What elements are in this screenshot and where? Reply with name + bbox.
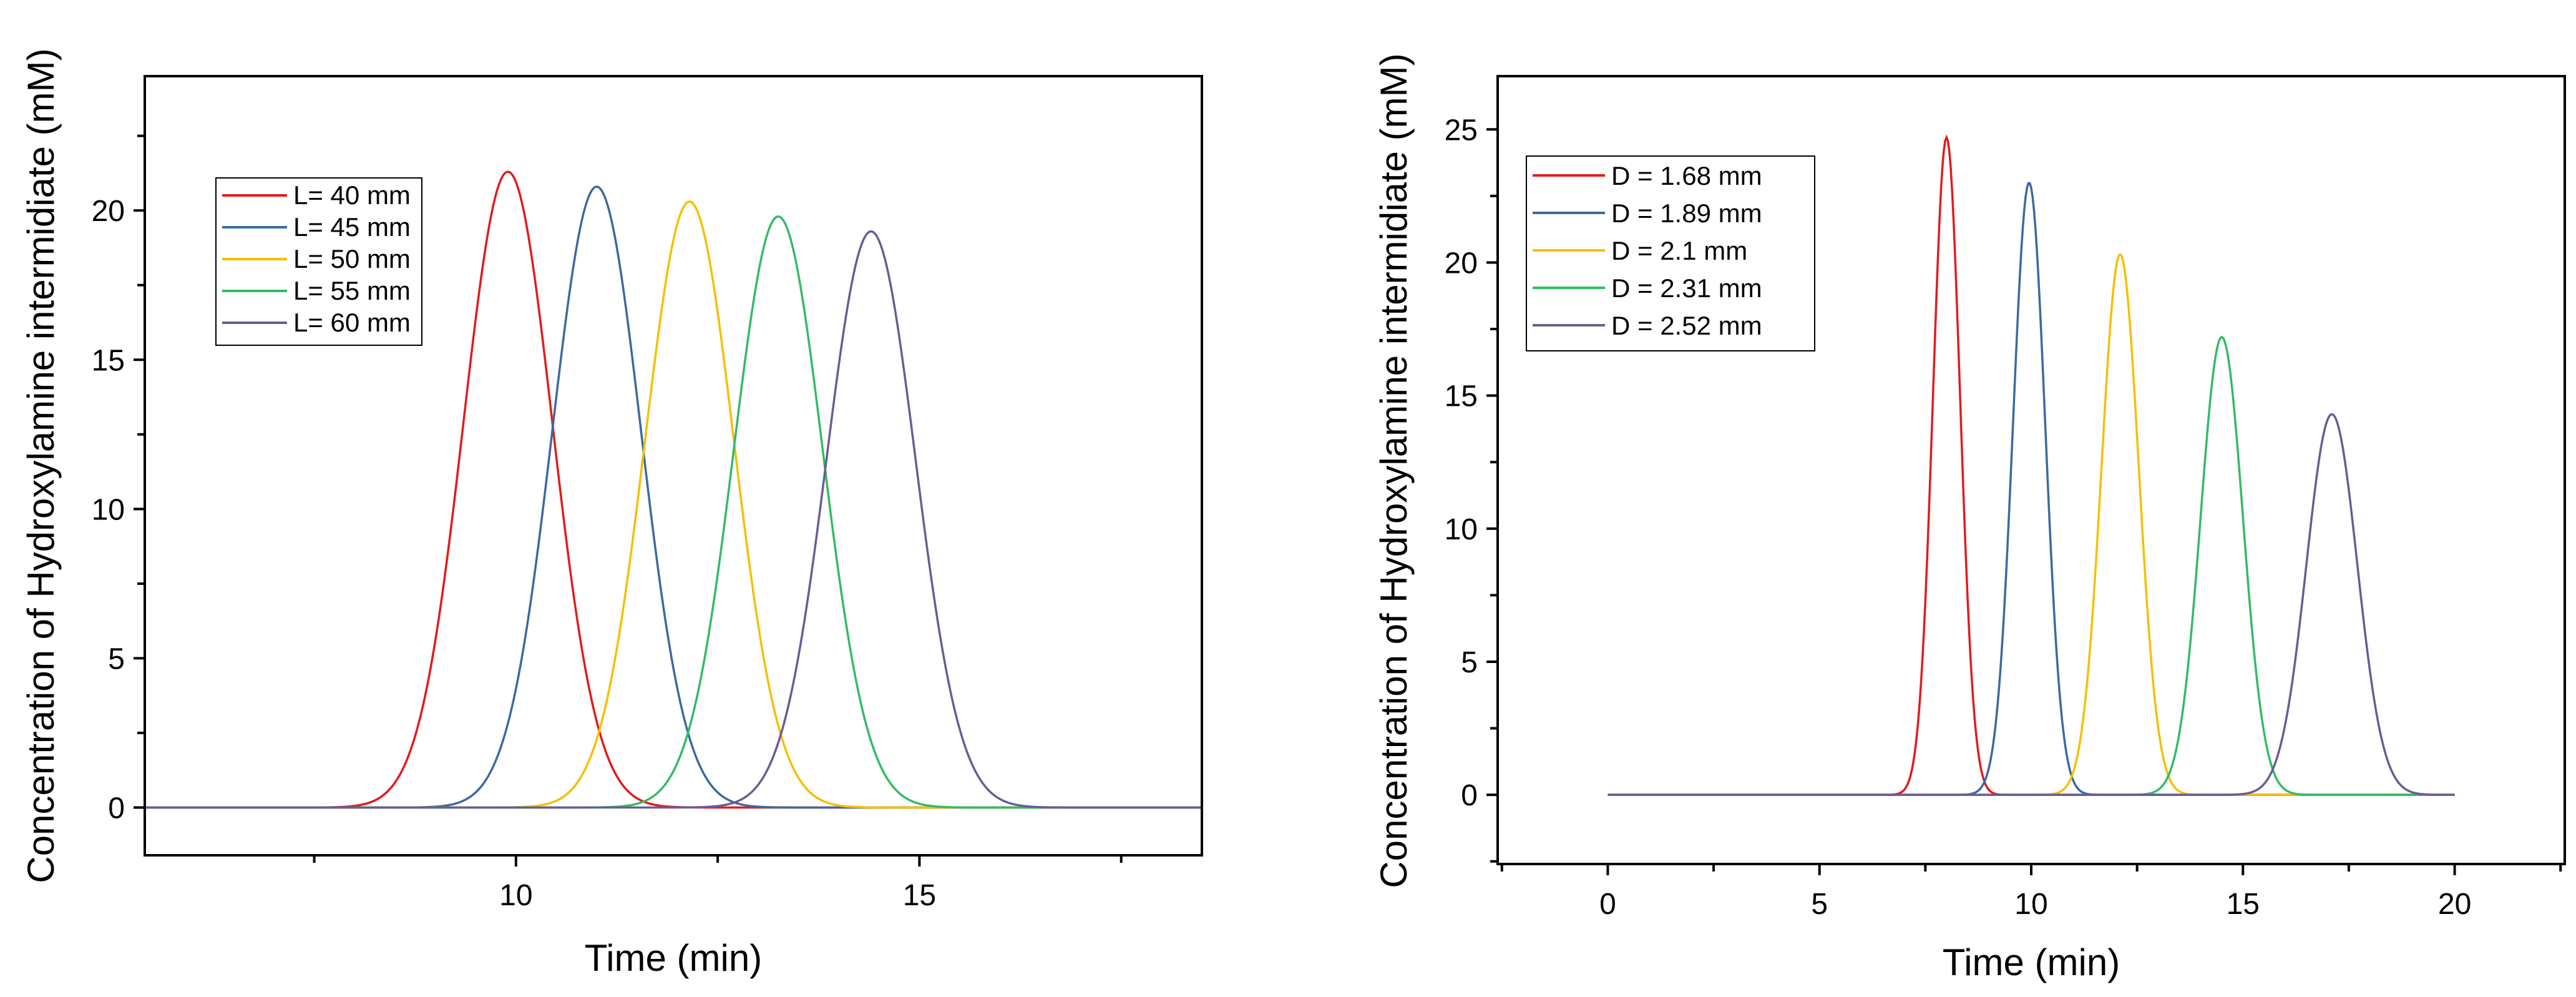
- chart-left-y-tick-label-5: 5: [108, 642, 125, 675]
- chart-right-curves: [1608, 134, 2455, 796]
- chart-right-x-axis-title: Time (min): [1943, 941, 2120, 983]
- chart-right-tick-labels: 0 5 10 15 20 0 5 10 15 20 25: [1445, 114, 2472, 921]
- chart-right-series-line-3: [1608, 335, 2455, 796]
- chart-left-y-axis-title: Concentration of Hydroxylamine intermidi…: [20, 48, 62, 883]
- chart-right-legend-entry-d252: D = 2.52 mm: [1533, 311, 1762, 340]
- chart-right-y-tick-label-25: 25: [1445, 114, 1478, 147]
- legend-label-d189: D = 1.89 mm: [1611, 199, 1762, 228]
- chart-right-legend: D = 1.68 mm D = 1.89 mm D = 2.1 mm D = 2…: [1526, 155, 1815, 351]
- chart-left-legend-entry-l60: L= 60 mm: [222, 308, 411, 337]
- chart-left-y-tick-label-0: 0: [108, 792, 125, 825]
- chart-right-y-tick-label-0: 0: [1461, 779, 1478, 812]
- chart-right-y-axis-title: Concentration of Hydroxylamine intermidi…: [1373, 53, 1415, 888]
- chart-left-legend-entry-l50: L= 50 mm: [222, 244, 411, 273]
- chart-left-legend-entry-l45: L= 45 mm: [222, 212, 411, 242]
- chart-left-ticks: [134, 134, 1123, 867]
- chart-right-x-tick-label-0: 0: [1599, 888, 1616, 921]
- chart-right-x-tick-label-10: 10: [2014, 888, 2047, 921]
- chart-right: 0 5 10 15 20 0 5 10 15 20 25 Time (min) Concentrat…: [1373, 53, 2566, 983]
- chart-left-tick-labels: 10 15 0 5 10 15 20: [92, 195, 936, 912]
- chart-right-series-line-4: [1608, 413, 2455, 796]
- chart-left-y-tick-label-10: 10: [92, 493, 125, 526]
- chart-right-legend-entry-d189: D = 1.89 mm: [1533, 199, 1762, 228]
- legend-label-d231: D = 2.31 mm: [1611, 273, 1762, 303]
- chart-left-legend-entry-l40: L= 40 mm: [222, 180, 411, 210]
- chart-right-y-tick-label-15: 15: [1445, 380, 1478, 413]
- chart-right-x-tick-label-15: 15: [2227, 888, 2260, 921]
- legend-label-d252: D = 2.52 mm: [1611, 311, 1762, 340]
- chart-left-x-tick-label-10: 10: [499, 879, 532, 912]
- chart-right-x-tick-label-20: 20: [2438, 888, 2471, 921]
- legend-label-l55: L= 55 mm: [293, 276, 411, 305]
- legend-label-d168: D = 1.68 mm: [1611, 161, 1762, 190]
- chart-right-legend-entry-d168: D = 1.68 mm: [1533, 161, 1762, 190]
- chart-left-x-tick-label-15: 15: [903, 879, 936, 912]
- chart-left-plot-frame: [144, 75, 1203, 857]
- chart-right-legend-box: [1526, 155, 1815, 351]
- legend-label-l40: L= 40 mm: [293, 180, 411, 210]
- chart-left-y-tick-label-20: 20: [92, 195, 125, 228]
- chart-right-x-tick-label-5: 5: [1811, 888, 1828, 921]
- legend-label-l60: L= 60 mm: [293, 308, 411, 337]
- legend-label-l50: L= 50 mm: [293, 244, 411, 273]
- legend-label-d21: D = 2.1 mm: [1611, 236, 1747, 265]
- chart-left-y-tick-label-15: 15: [92, 344, 125, 377]
- chart-right-legend-entry-d231: D = 2.31 mm: [1533, 273, 1762, 303]
- chart-left-x-axis-title: Time (min): [585, 937, 762, 979]
- chart-right-y-tick-label-20: 20: [1445, 247, 1478, 280]
- chart-left-legend-entry-l55: L= 55 mm: [222, 276, 411, 305]
- legend-label-l45: L= 45 mm: [293, 212, 411, 242]
- chart-right-y-tick-label-5: 5: [1461, 646, 1478, 679]
- chart-left-curves: [145, 170, 1202, 809]
- chart-right-legend-entry-d21: D = 2.1 mm: [1533, 236, 1747, 265]
- chart-right-ticks: [1486, 128, 2562, 875]
- chart-left-legend-box: [215, 177, 422, 346]
- chart-right-y-tick-label-10: 10: [1445, 513, 1478, 546]
- chart-left: 10 15 0 5 10 15 20 Time (min) Concentration of…: [20, 48, 1203, 979]
- chart-left-legend: L= 40 mm L= 45 mm L= 50 mm L= 55 mm L= 6…: [215, 177, 422, 346]
- chart-left-series-line-4: [145, 230, 1202, 809]
